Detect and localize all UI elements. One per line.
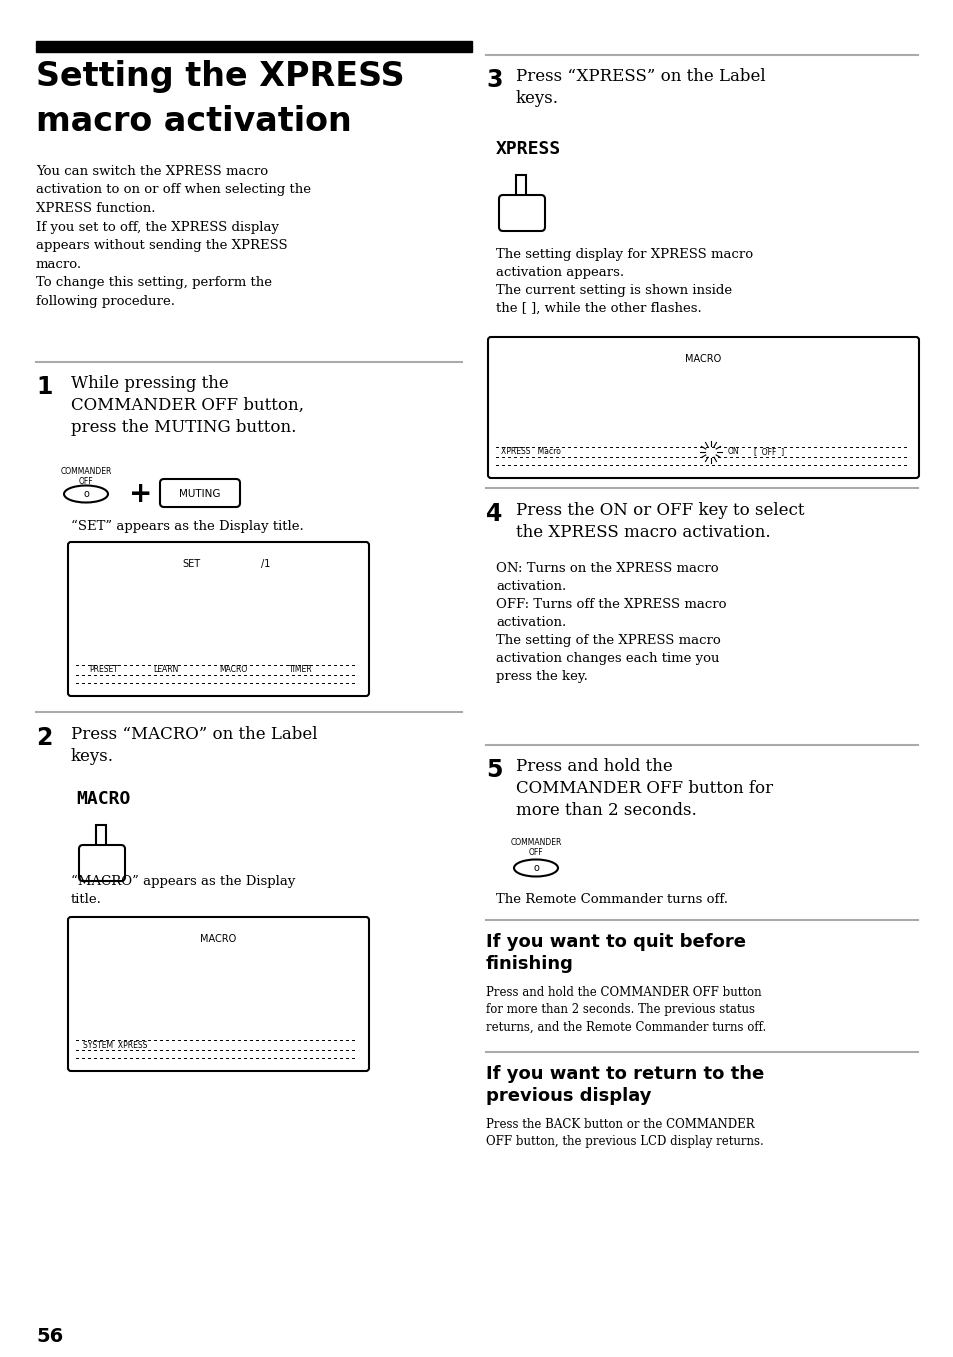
Text: PRESET: PRESET — [89, 665, 118, 674]
Text: While pressing the
COMMANDER OFF button,
press the MUTING button.: While pressing the COMMANDER OFF button,… — [71, 375, 304, 437]
Text: You can switch the XPRESS macro
activation to on or off when selecting the
XPRES: You can switch the XPRESS macro activati… — [36, 166, 311, 308]
Text: /1: /1 — [261, 559, 271, 569]
FancyBboxPatch shape — [68, 917, 369, 1071]
Text: 3: 3 — [485, 68, 502, 92]
Text: ON: ON — [727, 448, 739, 456]
Text: COMMANDER
OFF: COMMANDER OFF — [510, 839, 561, 858]
Text: MACRO: MACRO — [200, 934, 236, 944]
Text: 2: 2 — [36, 726, 52, 750]
Bar — [96, 825, 106, 847]
Text: The Remote Commander turns off.: The Remote Commander turns off. — [496, 893, 727, 906]
Text: [  OFF  ]: [ OFF ] — [753, 448, 783, 456]
Text: +: + — [130, 480, 152, 508]
Text: If you want to return to the
previous display: If you want to return to the previous di… — [485, 1065, 763, 1105]
Text: “MACRO” appears as the Display
title.: “MACRO” appears as the Display title. — [71, 875, 295, 906]
Text: TIMER: TIMER — [289, 665, 313, 674]
Text: LEARN: LEARN — [152, 665, 178, 674]
FancyBboxPatch shape — [79, 845, 125, 881]
Text: Press and hold the COMMANDER OFF button
for more than 2 seconds. The previous st: Press and hold the COMMANDER OFF button … — [485, 987, 765, 1034]
Text: macro activation: macro activation — [36, 104, 352, 138]
Text: MACRO: MACRO — [76, 790, 131, 807]
Text: 5: 5 — [485, 759, 502, 782]
Text: If you want to quit before
finishing: If you want to quit before finishing — [485, 934, 745, 973]
Text: SET: SET — [182, 559, 200, 569]
Text: XPRESS: XPRESS — [496, 140, 560, 157]
Text: 1: 1 — [36, 375, 52, 399]
Text: Press “MACRO” on the Label
keys.: Press “MACRO” on the Label keys. — [71, 726, 317, 765]
FancyBboxPatch shape — [160, 479, 240, 508]
Bar — [36, 41, 472, 52]
FancyBboxPatch shape — [498, 195, 544, 231]
Bar — [516, 175, 525, 197]
Text: The setting display for XPRESS macro
activation appears.
The current setting is : The setting display for XPRESS macro act… — [496, 248, 752, 315]
Text: COMMANDER
OFF: COMMANDER OFF — [60, 467, 112, 486]
Text: “SET” appears as the Display title.: “SET” appears as the Display title. — [71, 520, 303, 533]
Text: Press the BACK button or the COMMANDER
OFF button, the previous LCD display retu: Press the BACK button or the COMMANDER O… — [485, 1118, 763, 1148]
Text: SYSTEM  XPRESS: SYSTEM XPRESS — [83, 1041, 147, 1049]
Text: MUTING: MUTING — [179, 489, 220, 499]
Text: 56: 56 — [36, 1327, 63, 1346]
Text: o: o — [83, 489, 89, 499]
Text: Press “XPRESS” on the Label
keys.: Press “XPRESS” on the Label keys. — [516, 68, 765, 107]
Text: ON: Turns on the XPRESS macro
activation.
OFF: Turns off the XPRESS macro
activa: ON: Turns on the XPRESS macro activation… — [496, 562, 726, 683]
Text: o: o — [533, 863, 538, 873]
FancyBboxPatch shape — [488, 337, 918, 478]
Text: MACRO: MACRO — [219, 665, 247, 674]
Text: Press the ON or OFF key to select
the XPRESS macro activation.: Press the ON or OFF key to select the XP… — [516, 502, 803, 541]
Text: Press and hold the
COMMANDER OFF button for
more than 2 seconds.: Press and hold the COMMANDER OFF button … — [516, 759, 772, 820]
Text: XPRESS   Macro: XPRESS Macro — [500, 448, 560, 456]
Text: 4: 4 — [485, 502, 502, 527]
Text: MACRO: MACRO — [684, 354, 720, 364]
Text: Setting the XPRESS: Setting the XPRESS — [36, 60, 404, 94]
FancyBboxPatch shape — [68, 541, 369, 696]
